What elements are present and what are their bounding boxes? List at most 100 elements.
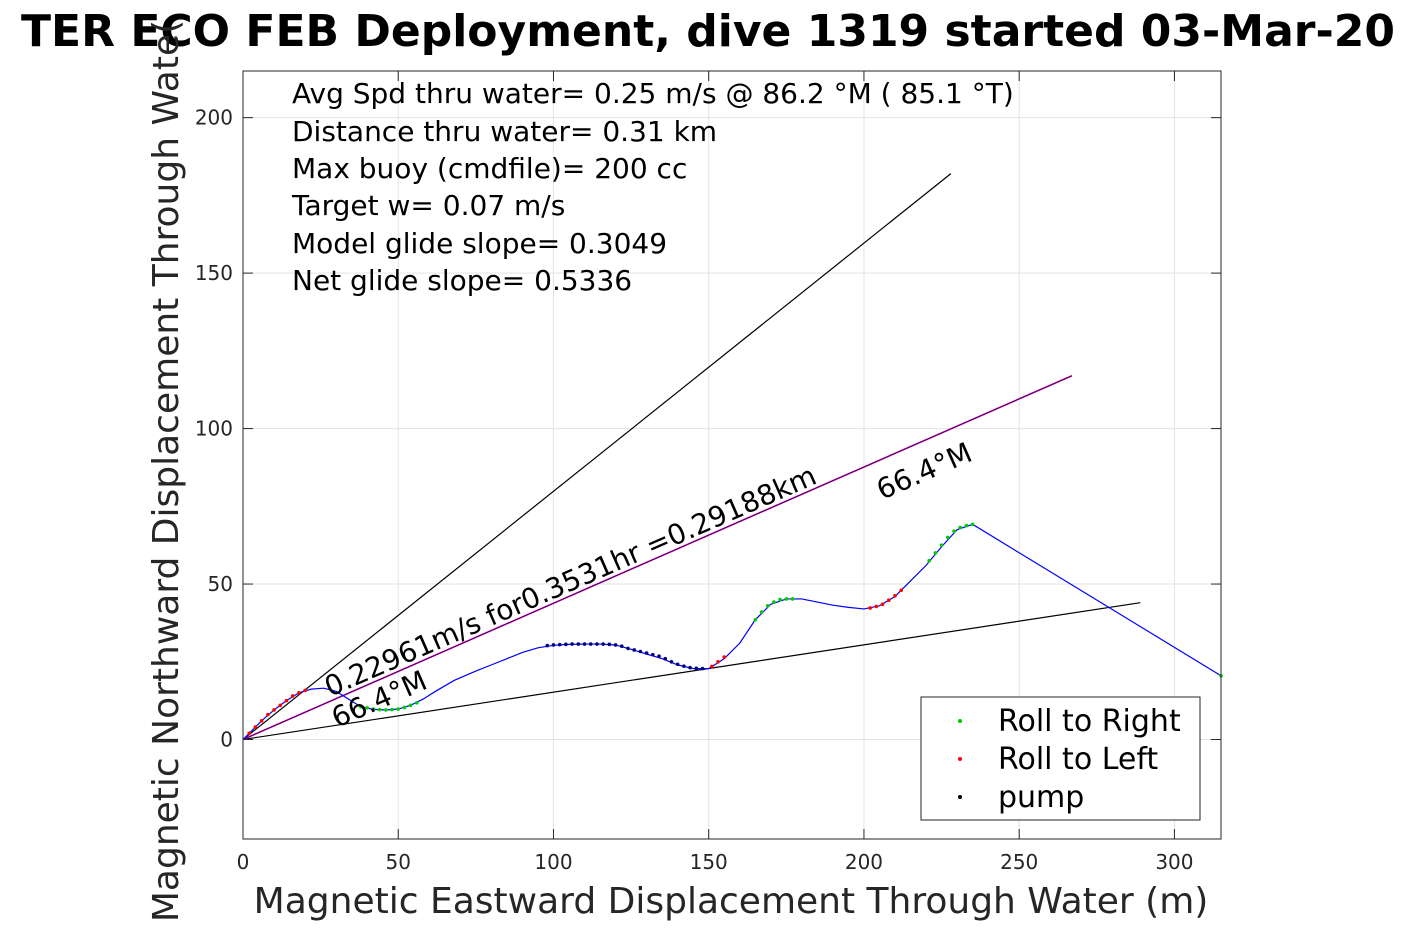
x-tick-label: 300	[1155, 850, 1193, 874]
roll-right-point	[945, 535, 950, 540]
pump-point	[644, 651, 649, 655]
axis-ticks: 0 50 100 150 200 250 300 0 50 100 150 200	[195, 71, 1221, 874]
pump-point	[582, 642, 587, 646]
pump-point	[682, 664, 686, 668]
y-tick-label: 100	[195, 417, 233, 441]
roll-right-point	[952, 529, 956, 533]
roll-right-point	[765, 604, 770, 608]
pump-point	[545, 643, 550, 648]
pump-point	[607, 642, 612, 647]
stat-target-w: Target w= 0.07 m/s	[291, 189, 565, 222]
stat-distance: Distance thru water= 0.31 km	[292, 115, 717, 148]
roll-left-point	[899, 588, 904, 593]
legend-label-roll-left: Roll to Left	[998, 742, 1158, 777]
roll-right-point	[415, 701, 419, 705]
roll-left-point	[290, 694, 295, 698]
roll-right-point	[958, 525, 962, 530]
legend-label-roll-right: Roll to Right	[998, 704, 1181, 739]
pump-point	[632, 648, 636, 652]
stat-net-glide: Net glide slope= 0.5336	[292, 264, 632, 297]
roll-left-point	[259, 719, 264, 723]
plot-frame	[242, 70, 1222, 840]
roll-left-point	[710, 664, 714, 669]
pump-point	[688, 665, 692, 670]
pump-point	[595, 642, 599, 646]
roll-left-point	[297, 691, 301, 695]
stat-model-glide: Model glide slope= 0.3049	[292, 227, 667, 260]
y-tick-label: 0	[220, 728, 233, 752]
x-axis-label: Magnetic Eastward Displacement Through W…	[254, 881, 1209, 922]
roll-right-point	[759, 610, 764, 614]
legend: Roll to Right Roll to Left pump	[920, 696, 1201, 821]
roll-left-point	[278, 703, 283, 708]
roll-right-point	[402, 705, 407, 710]
legend-label-pump: pump	[998, 780, 1084, 815]
legend-marker-pump	[958, 795, 962, 799]
reference-lines	[242, 173, 1141, 741]
pump-point	[694, 666, 699, 671]
pump-point	[564, 642, 568, 647]
pump-point	[675, 662, 680, 667]
stat-avg-speed: Avg Spd thru water= 0.25 m/s @ 86.2 °M (…	[292, 77, 1014, 110]
grid-lines	[242, 71, 1221, 839]
pump-point	[651, 652, 655, 657]
pump-point	[626, 646, 630, 651]
legend-marker-roll-left	[958, 757, 962, 761]
roll-left-point	[716, 659, 720, 664]
roll-left-point	[886, 598, 891, 603]
x-tick-label: 150	[690, 850, 728, 874]
roll-right-point	[964, 523, 969, 528]
roll-right-point	[396, 707, 401, 711]
roll-right-point	[384, 708, 388, 712]
glide-slope-lower-line	[242, 602, 1141, 741]
marker-group	[247, 522, 1223, 736]
roll-left-point	[868, 606, 872, 610]
pump-point	[557, 642, 562, 647]
roll-right-point	[933, 551, 938, 555]
pump-point	[700, 666, 705, 671]
pump-point	[576, 642, 581, 646]
roll-right-point	[790, 597, 795, 601]
roll-left-point	[247, 731, 252, 736]
depth-average-current-core-line	[242, 375, 1073, 740]
roll-right-point	[772, 600, 776, 604]
roll-left-point	[253, 725, 258, 729]
roll-right-point	[377, 707, 382, 712]
y-axis-label: Magnetic Northward Displacement Through …	[146, 20, 187, 922]
pump-point	[551, 643, 556, 647]
roll-right-point	[359, 705, 363, 709]
pump-point	[669, 659, 674, 664]
roll-left-point	[266, 712, 270, 717]
roll-left-point	[893, 594, 897, 598]
y-tick-label: 50	[208, 572, 233, 596]
x-tick-label: 250	[1000, 850, 1038, 874]
pump-point	[663, 656, 668, 661]
roll-right-point	[784, 597, 789, 601]
stat-max-buoy: Max buoy (cmdfile)= 200 cc	[292, 152, 687, 185]
roll-right-point	[970, 522, 975, 527]
stats-text: Avg Spd thru water= 0.25 m/s @ 86.2 °M (…	[291, 77, 1014, 297]
roll-left-point	[880, 602, 885, 607]
glide-slope-upper-line	[242, 173, 952, 740]
x-tick-label: 200	[845, 850, 883, 874]
roll-right-point	[365, 705, 369, 710]
roll-right-point	[753, 617, 758, 622]
roll-left-point	[272, 708, 276, 712]
pump-point	[619, 644, 624, 649]
x-tick-label: 100	[534, 850, 572, 874]
roll-left-point	[303, 688, 307, 693]
y-tick-label: 200	[195, 106, 233, 130]
roll-right-point	[408, 703, 413, 708]
legend-box	[920, 696, 1201, 821]
x-tick-label: 0	[237, 850, 250, 874]
y-tick-label: 150	[195, 261, 233, 285]
roll-right-point	[939, 543, 944, 547]
pump-point	[570, 642, 574, 646]
pump-point	[613, 643, 618, 647]
roll-right-point	[927, 558, 931, 563]
x-tick-label: 50	[386, 850, 411, 874]
roll-right-point	[390, 707, 394, 712]
roll-left-point	[722, 655, 727, 659]
roll-right-point	[778, 597, 782, 602]
